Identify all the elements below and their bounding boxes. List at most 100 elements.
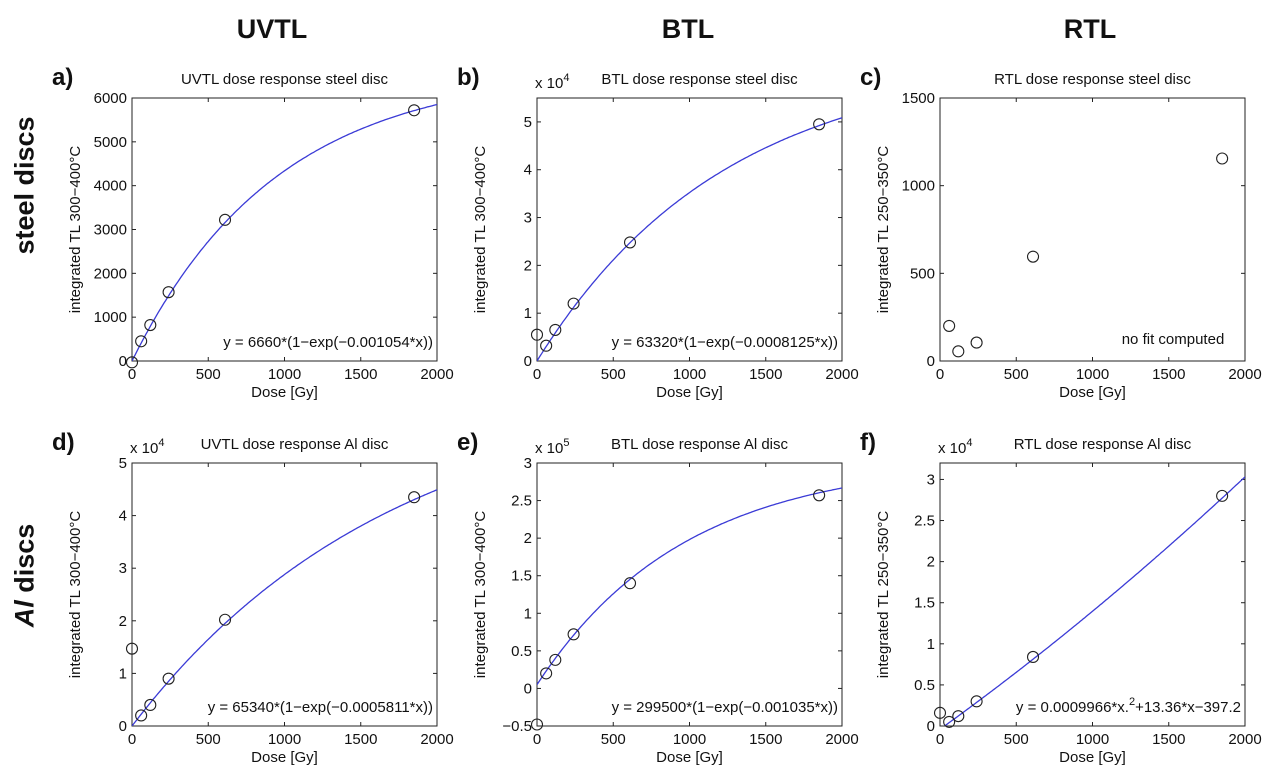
x-tick-label: 1500: [1152, 366, 1185, 383]
data-point: [162, 672, 175, 685]
x-tick-label: 1000: [673, 731, 706, 748]
data-point: [125, 356, 139, 369]
data-point: [549, 653, 562, 666]
axis-exponent-label: x 104: [130, 437, 164, 457]
x-tick-label: 0: [936, 366, 944, 383]
data-point: [549, 323, 562, 336]
panel-label: c): [860, 64, 881, 91]
x-tick-label: 1500: [749, 366, 782, 383]
chart-title: RTL dose response steel disc: [994, 71, 1191, 88]
chart-title: BTL dose response Al disc: [611, 436, 789, 453]
y-tick-label: 5: [119, 455, 127, 472]
data-point: [135, 335, 148, 348]
x-tick-label: 0: [533, 366, 541, 383]
y-tick-label: 1000: [902, 178, 935, 195]
y-tick-label: 2.5: [914, 513, 935, 530]
x-tick-label: 500: [1004, 366, 1029, 383]
y-tick-label: 500: [910, 265, 935, 282]
x-tick-label: 1000: [1076, 366, 1109, 383]
chart-panel-b: 0 500 1000 1500 2000 0 1 2 3 4 5 b) x 104 BTL dose re…: [457, 64, 859, 401]
data-point: [540, 339, 553, 352]
x-tick-label: 2000: [1228, 366, 1261, 383]
data-point: [970, 336, 983, 349]
data-point: [567, 297, 580, 310]
panel-label: b): [457, 64, 480, 91]
data-point: [813, 118, 826, 131]
y-tick-label: 1.5: [914, 595, 935, 612]
x-tick-label: 0: [936, 731, 944, 748]
x-tick-label: 1000: [1076, 731, 1109, 748]
x-tick-label: 500: [1004, 731, 1029, 748]
plot-frame: [939, 462, 1246, 727]
y-tick-label: 3: [524, 455, 532, 472]
y-tick-label: 2: [927, 554, 935, 571]
panel-label: d): [52, 429, 75, 456]
data-point: [1026, 650, 1040, 664]
x-tick-label: 2000: [420, 731, 453, 748]
x-tick-label: 2000: [825, 366, 858, 383]
x-tick-label: 500: [196, 366, 221, 383]
x-axis-label: Dose [Gy]: [1059, 384, 1126, 401]
data-point: [952, 710, 965, 723]
plot-frame: [131, 462, 438, 727]
data-point: [623, 577, 637, 590]
fit-curve: [537, 117, 842, 361]
fit-equation: y = 63320*(1−exp(−0.0008125*x)): [612, 334, 838, 351]
y-tick-label: 1: [119, 665, 127, 682]
x-tick-label: 1500: [344, 366, 377, 383]
data-point: [623, 236, 637, 249]
x-tick-label: 1000: [673, 366, 706, 383]
panel-label: e): [457, 429, 478, 456]
y-tick-label: 0.5: [914, 677, 935, 694]
y-tick-label: 5000: [94, 134, 127, 151]
y-tick-label: 2000: [94, 265, 127, 282]
column-title-rtl: RTL: [1063, 14, 1117, 44]
x-axis-label: Dose [Gy]: [656, 749, 723, 766]
y-tick-label: 0: [927, 718, 935, 735]
fit-curve: [132, 103, 437, 361]
x-tick-label: 1500: [1152, 731, 1185, 748]
x-axis-label: Dose [Gy]: [1059, 749, 1126, 766]
y-tick-label: 2: [119, 613, 127, 630]
panel-label: f): [860, 429, 876, 456]
y-tick-label: 0.5: [511, 643, 532, 660]
column-title-uvtl: UVTL: [236, 14, 308, 44]
chart-title: UVTL dose response Al disc: [201, 436, 389, 453]
chart-panel-a: 0 500 1000 1500 2000 0 1000 2000 3000 4000 5000 600…: [52, 64, 454, 401]
x-tick-label: 2000: [825, 731, 858, 748]
x-axis-label: Dose [Gy]: [251, 749, 318, 766]
x-tick-label: 500: [601, 731, 626, 748]
data-point: [1216, 489, 1229, 502]
fit-equation: y = 0.0009966*x.2+13.36*x−397.2: [1016, 696, 1241, 716]
y-tick-label: 6000: [94, 90, 127, 107]
fit-equation: y = 6660*(1−exp(−0.001054*x)): [223, 334, 433, 351]
y-tick-label: 2: [524, 257, 532, 274]
y-axis-label: integrated TL 300−400°C: [472, 146, 489, 314]
y-tick-label: 4: [524, 162, 532, 179]
y-axis-label: integrated TL 300−400°C: [67, 146, 84, 314]
chart-panel-c: 0 500 1000 1500 2000 0 500 1000 1500 c) RTL dose r…: [860, 64, 1262, 401]
plot-frame: [536, 462, 843, 727]
fit-note: no fit computed: [1122, 331, 1225, 348]
x-tick-label: 500: [601, 366, 626, 383]
panel-label: a): [52, 64, 73, 91]
data-point: [943, 319, 956, 332]
chart-title: UVTL dose response steel disc: [181, 71, 389, 88]
data-point: [125, 642, 139, 655]
y-tick-label: 3: [927, 471, 935, 488]
data-point: [144, 698, 157, 712]
data-point: [408, 104, 421, 117]
y-tick-label: 5: [524, 114, 532, 131]
data-point: [218, 613, 232, 626]
y-tick-label: 1500: [902, 90, 935, 107]
column-title-btl: BTL: [661, 14, 715, 44]
data-point: [540, 667, 553, 680]
plot-frame: [131, 97, 438, 362]
data-point: [135, 709, 148, 722]
y-tick-label: 2: [524, 530, 532, 547]
x-tick-label: 1500: [344, 731, 377, 748]
y-tick-label: 0: [524, 353, 532, 370]
fit-curve: [132, 489, 437, 726]
fit-equation: y = 65340*(1−exp(−0.0005811*x)): [208, 699, 433, 716]
